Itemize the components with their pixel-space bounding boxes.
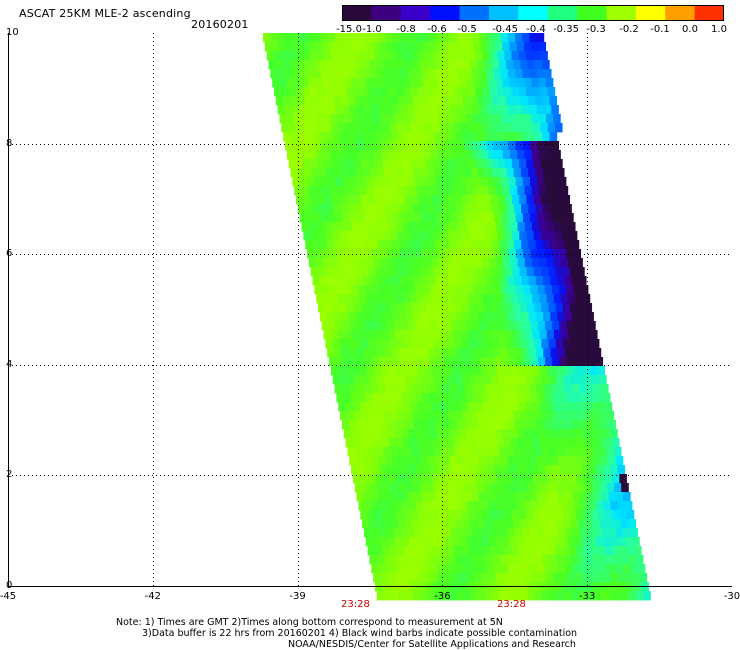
- colorbar-label: -15.0: [336, 24, 362, 35]
- time-label-1: 23:28: [341, 599, 370, 610]
- y-tick-label: 0: [6, 580, 13, 591]
- x-tick-label: -30: [723, 591, 740, 602]
- x-tick-label: -36: [434, 591, 451, 602]
- y-tick-label: 2: [6, 469, 13, 481]
- colorbar-label: -0.8: [396, 24, 416, 35]
- colorbar-swatch: [488, 5, 519, 21]
- graticule: [8, 33, 732, 586]
- colorbar-label: -0.1: [650, 24, 670, 35]
- colorbar-label: 0.0: [682, 24, 698, 35]
- y-tick-label: 10: [6, 27, 19, 38]
- product-title: ASCAT 25KM MLE-2 ascending: [19, 7, 191, 20]
- colorbar: [342, 5, 724, 21]
- axes: [8, 33, 732, 587]
- x-tick-label: -42: [144, 591, 161, 602]
- colorbar-swatch: [635, 5, 666, 21]
- colorbar-label: -0.2: [619, 24, 639, 35]
- colorbar-label: -0.5: [457, 24, 477, 35]
- y-tick-label: 8: [6, 137, 13, 149]
- x-tick-label: -39: [289, 591, 306, 602]
- colorbar-label: -0.3: [586, 24, 606, 35]
- colorbar-swatch: [547, 5, 578, 21]
- colorbar-label: 1.0: [711, 24, 727, 35]
- colorbar-swatch: [606, 5, 637, 21]
- x-tick-label: -45: [0, 591, 17, 602]
- colorbar-label: -0.6: [427, 24, 447, 35]
- colorbar-swatch: [518, 5, 549, 21]
- colorbar-swatch: [665, 5, 696, 21]
- colorbar-label: -1.0: [362, 24, 382, 35]
- colorbar-label: -0.45: [492, 24, 518, 35]
- colorbar-swatch: [400, 5, 431, 21]
- colorbar-label: -0.4: [526, 24, 546, 35]
- x-tick-label: -33: [579, 591, 596, 602]
- colorbar-swatch: [459, 5, 490, 21]
- colorbar-swatch: [694, 5, 724, 21]
- time-label-2: 23:28: [497, 599, 526, 610]
- colorbar-swatch: [577, 5, 607, 21]
- y-tick-label: 6: [6, 248, 13, 260]
- note-line-2: 3)Data buffer is 22 hrs from 20160201 4)…: [142, 628, 578, 639]
- colorbar-label: -0.35: [553, 24, 579, 35]
- product-date: 20160201: [191, 18, 249, 31]
- colorbar-swatch: [371, 5, 402, 21]
- colorbar-swatch: [342, 5, 372, 21]
- note-line-1: Note: 1) Times are GMT 2)Times along bot…: [116, 617, 503, 628]
- colorbar-swatch: [430, 5, 461, 21]
- y-tick-label: 4: [6, 358, 13, 370]
- swath-pixels: [263, 33, 651, 601]
- note-line-3: NOAA/NESDIS/Center for Satellite Applica…: [288, 639, 576, 650]
